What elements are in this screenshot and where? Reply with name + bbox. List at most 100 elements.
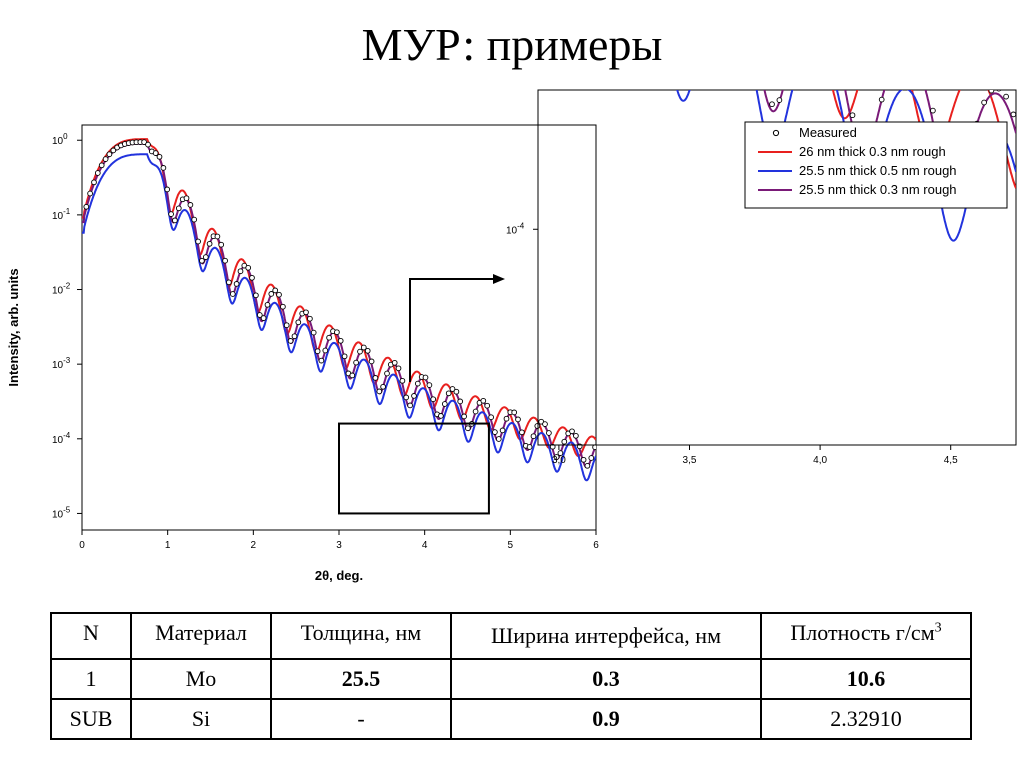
measured-point bbox=[549, 443, 556, 450]
measured-point bbox=[272, 287, 279, 294]
measured-point bbox=[391, 359, 398, 366]
header-thickness: Толщина, нм bbox=[270, 612, 452, 660]
measured-point bbox=[353, 359, 359, 366]
measured-point bbox=[488, 414, 494, 421]
measured-point bbox=[542, 421, 548, 427]
slide-title: МУР: примеры bbox=[361, 19, 663, 70]
measured-point bbox=[233, 281, 240, 287]
measured-point bbox=[411, 393, 417, 399]
measured-point bbox=[268, 291, 275, 297]
legend-entry: Measured bbox=[799, 125, 857, 140]
measured-point bbox=[287, 338, 294, 344]
measured-point bbox=[280, 303, 286, 310]
table-row: SUB Si - 0.9 2.32910 bbox=[50, 698, 972, 740]
measured-point bbox=[141, 139, 147, 145]
legend-marker bbox=[772, 129, 780, 137]
measured-point bbox=[283, 322, 290, 329]
y-tick-label: 10-3 bbox=[52, 356, 71, 371]
measured-point bbox=[172, 217, 178, 224]
measured-point bbox=[360, 344, 367, 351]
legend-frame bbox=[744, 121, 1008, 209]
measured-point bbox=[480, 397, 487, 404]
measured-markers bbox=[83, 139, 596, 469]
measured-point bbox=[449, 386, 456, 392]
measured-point bbox=[349, 372, 356, 379]
x-tick-label: 3,0 bbox=[552, 455, 566, 466]
table-header-row: N Материал Толщина, нм Ширина интерфейса… bbox=[50, 612, 972, 660]
measured-point bbox=[981, 99, 987, 106]
measured-point bbox=[357, 348, 363, 355]
zoom-region-box bbox=[338, 422, 490, 515]
measured-point bbox=[91, 179, 97, 186]
x-tick-label: 1 bbox=[165, 540, 171, 551]
measured-point bbox=[561, 438, 568, 445]
measured-point bbox=[776, 97, 783, 103]
measured-point bbox=[395, 365, 402, 372]
measured-point bbox=[245, 264, 252, 271]
measured-point bbox=[145, 141, 151, 148]
measured-point bbox=[214, 233, 221, 240]
measured-point bbox=[264, 301, 271, 308]
x-tick-label: 5 bbox=[508, 540, 514, 551]
measured-point bbox=[187, 202, 194, 208]
measured-point bbox=[499, 427, 506, 434]
measured-point bbox=[849, 112, 856, 119]
measured-point bbox=[110, 147, 117, 154]
cell: Si bbox=[130, 698, 272, 740]
measured-point bbox=[102, 156, 109, 162]
measured-point bbox=[322, 347, 329, 354]
measured-point bbox=[426, 382, 433, 388]
measured-point bbox=[430, 396, 437, 403]
measured-point bbox=[557, 450, 564, 456]
measured-point bbox=[276, 291, 282, 298]
measured-point bbox=[98, 162, 105, 169]
header-density-label: Плотность г/см bbox=[790, 620, 935, 645]
measured-point bbox=[191, 216, 198, 223]
measured-point bbox=[407, 402, 413, 409]
measured-point bbox=[546, 430, 552, 436]
measured-point bbox=[441, 401, 448, 407]
measured-point bbox=[422, 374, 429, 381]
measured-point bbox=[307, 315, 313, 322]
measured-point bbox=[414, 380, 421, 387]
header-interface-width: Ширина интерфейса, нм bbox=[450, 612, 762, 660]
measured-point bbox=[553, 454, 560, 460]
measured-point bbox=[368, 358, 375, 365]
measured-point bbox=[472, 408, 479, 415]
header-material: Материал bbox=[130, 612, 272, 660]
table-row: 1 Mo 25.5 0.3 10.6 bbox=[50, 658, 972, 700]
measured-point bbox=[1003, 93, 1009, 100]
measured-point bbox=[160, 165, 167, 171]
measured-point bbox=[295, 319, 302, 326]
x-tick-label: 2 bbox=[251, 540, 257, 551]
zoom-chart: 3,0 3,5 4,0 4,5 10-4 Measured 26 nm thick 0.3 … bbox=[506, 89, 1017, 466]
measured-point bbox=[106, 151, 113, 158]
full-range-chart: 0 1 2 3 4 5 6 100 10-1 10-2 10-3 10-4 10-5 2θ, deg. In… bbox=[6, 124, 599, 583]
measured-point bbox=[399, 377, 406, 384]
measured-point bbox=[996, 90, 1002, 92]
x-tick-label: 4 bbox=[422, 540, 428, 551]
cell: SUB bbox=[50, 698, 132, 740]
x-tick-label: 4,5 bbox=[944, 455, 958, 466]
measured-point bbox=[303, 309, 309, 316]
measured-point bbox=[403, 394, 410, 401]
measured-point bbox=[569, 428, 575, 435]
density-unit-exponent: 3 bbox=[934, 620, 942, 636]
measured-point bbox=[588, 455, 595, 461]
cell: 0.3 bbox=[450, 658, 762, 700]
y-tick-label: 10-4 bbox=[506, 221, 525, 236]
measured-point bbox=[168, 211, 174, 217]
measured-point bbox=[337, 337, 344, 344]
measured-point bbox=[218, 241, 225, 248]
measured-point bbox=[573, 432, 579, 439]
measured-point bbox=[461, 413, 467, 420]
measured-point bbox=[1010, 111, 1016, 118]
measured-point bbox=[164, 186, 171, 193]
measured-point bbox=[988, 90, 995, 94]
measured-point bbox=[341, 353, 348, 360]
measured-point bbox=[226, 279, 232, 286]
cell: 1 bbox=[50, 658, 132, 700]
measured-point bbox=[310, 329, 317, 336]
measured-point bbox=[156, 153, 163, 160]
measured-point bbox=[260, 315, 267, 321]
